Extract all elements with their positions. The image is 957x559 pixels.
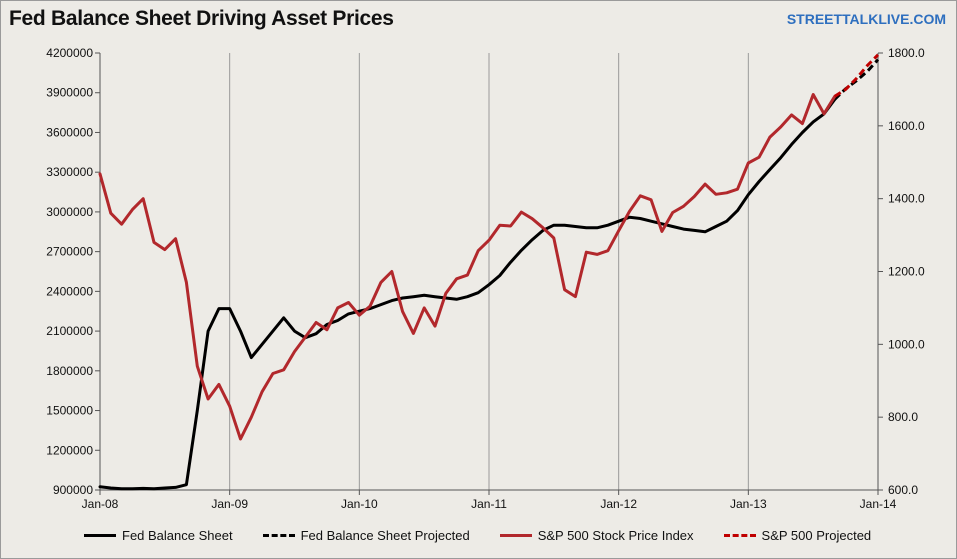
tick-labels: Jan-08 Jan-09 Jan-10 Jan-11 Jan-12 Jan-13 Jan-… xyxy=(46,46,925,511)
series-layer xyxy=(98,53,880,491)
y-left-tick-label: 3000000 xyxy=(46,205,93,219)
legend-label: S&P 500 Stock Price Index xyxy=(537,527,694,543)
legend: Fed Balance Sheet Fed Balance Sheet Proje… xyxy=(84,525,871,545)
y-left-tick-label: 2700000 xyxy=(46,245,93,259)
legend-label: Fed Balance Sheet xyxy=(122,527,233,543)
x-tick-label: Jan-13 xyxy=(730,497,767,511)
y-left-tick-label: 4200000 xyxy=(46,46,93,60)
x-tick-label: Jan-14 xyxy=(860,497,897,511)
x-tick-label: Jan-08 xyxy=(82,497,119,511)
y-left-tick-label: 3300000 xyxy=(46,165,93,179)
y-right-tick-label: 1400.0 xyxy=(888,192,925,206)
x-tick-label: Jan-12 xyxy=(600,497,637,511)
legend-label: S&P 500 Projected xyxy=(761,527,872,543)
y-right-tick-label: 1000.0 xyxy=(888,337,925,351)
series-s-p-500-projected xyxy=(833,53,880,98)
x-tick-label: Jan-10 xyxy=(341,497,378,511)
legend-item: S&P 500 Projected xyxy=(723,527,872,543)
y-left-tick-label: 2100000 xyxy=(46,324,93,338)
x-tick-label: Jan-09 xyxy=(211,497,248,511)
watermark: STREETTALKLIVE.COM xyxy=(786,11,946,27)
y-left-tick-label: 3600000 xyxy=(46,125,93,139)
y-right-tick-label: 1800.0 xyxy=(888,46,925,60)
y-right-tick-label: 600.0 xyxy=(888,483,918,497)
axes xyxy=(95,52,883,495)
legend-swatch xyxy=(84,533,116,537)
y-right-tick-label: 1600.0 xyxy=(888,119,925,133)
legend-item: S&P 500 Stock Price Index xyxy=(499,527,694,543)
chart-title: Fed Balance Sheet Driving Asset Prices xyxy=(9,7,394,30)
y-left-tick-label: 1800000 xyxy=(46,364,93,378)
y-left-tick-label: 3900000 xyxy=(46,86,93,100)
legend-swatch xyxy=(262,533,295,537)
y-right-tick-label: 800.0 xyxy=(888,410,918,424)
series-fed-balance-sheet xyxy=(98,97,837,491)
x-tick-label: Jan-11 xyxy=(471,497,507,511)
legend-label: Fed Balance Sheet Projected xyxy=(300,527,470,543)
legend-swatch xyxy=(723,533,756,537)
y-left-tick-label: 2400000 xyxy=(46,284,93,298)
legend-item: Fed Balance Sheet xyxy=(84,528,233,543)
legend-item: Fed Balance Sheet Projected xyxy=(262,527,470,543)
y-left-tick-label: 1200000 xyxy=(46,443,93,457)
y-left-tick-label: 900000 xyxy=(53,483,93,497)
grid-lines xyxy=(229,53,749,490)
y-left-tick-label: 1500000 xyxy=(46,404,93,418)
series-s-p-500-stock-price-index xyxy=(98,93,837,441)
y-right-tick-label: 1200.0 xyxy=(888,265,925,279)
series-fed-balance-sheet-projected xyxy=(833,58,880,101)
legend-swatch xyxy=(499,533,532,537)
